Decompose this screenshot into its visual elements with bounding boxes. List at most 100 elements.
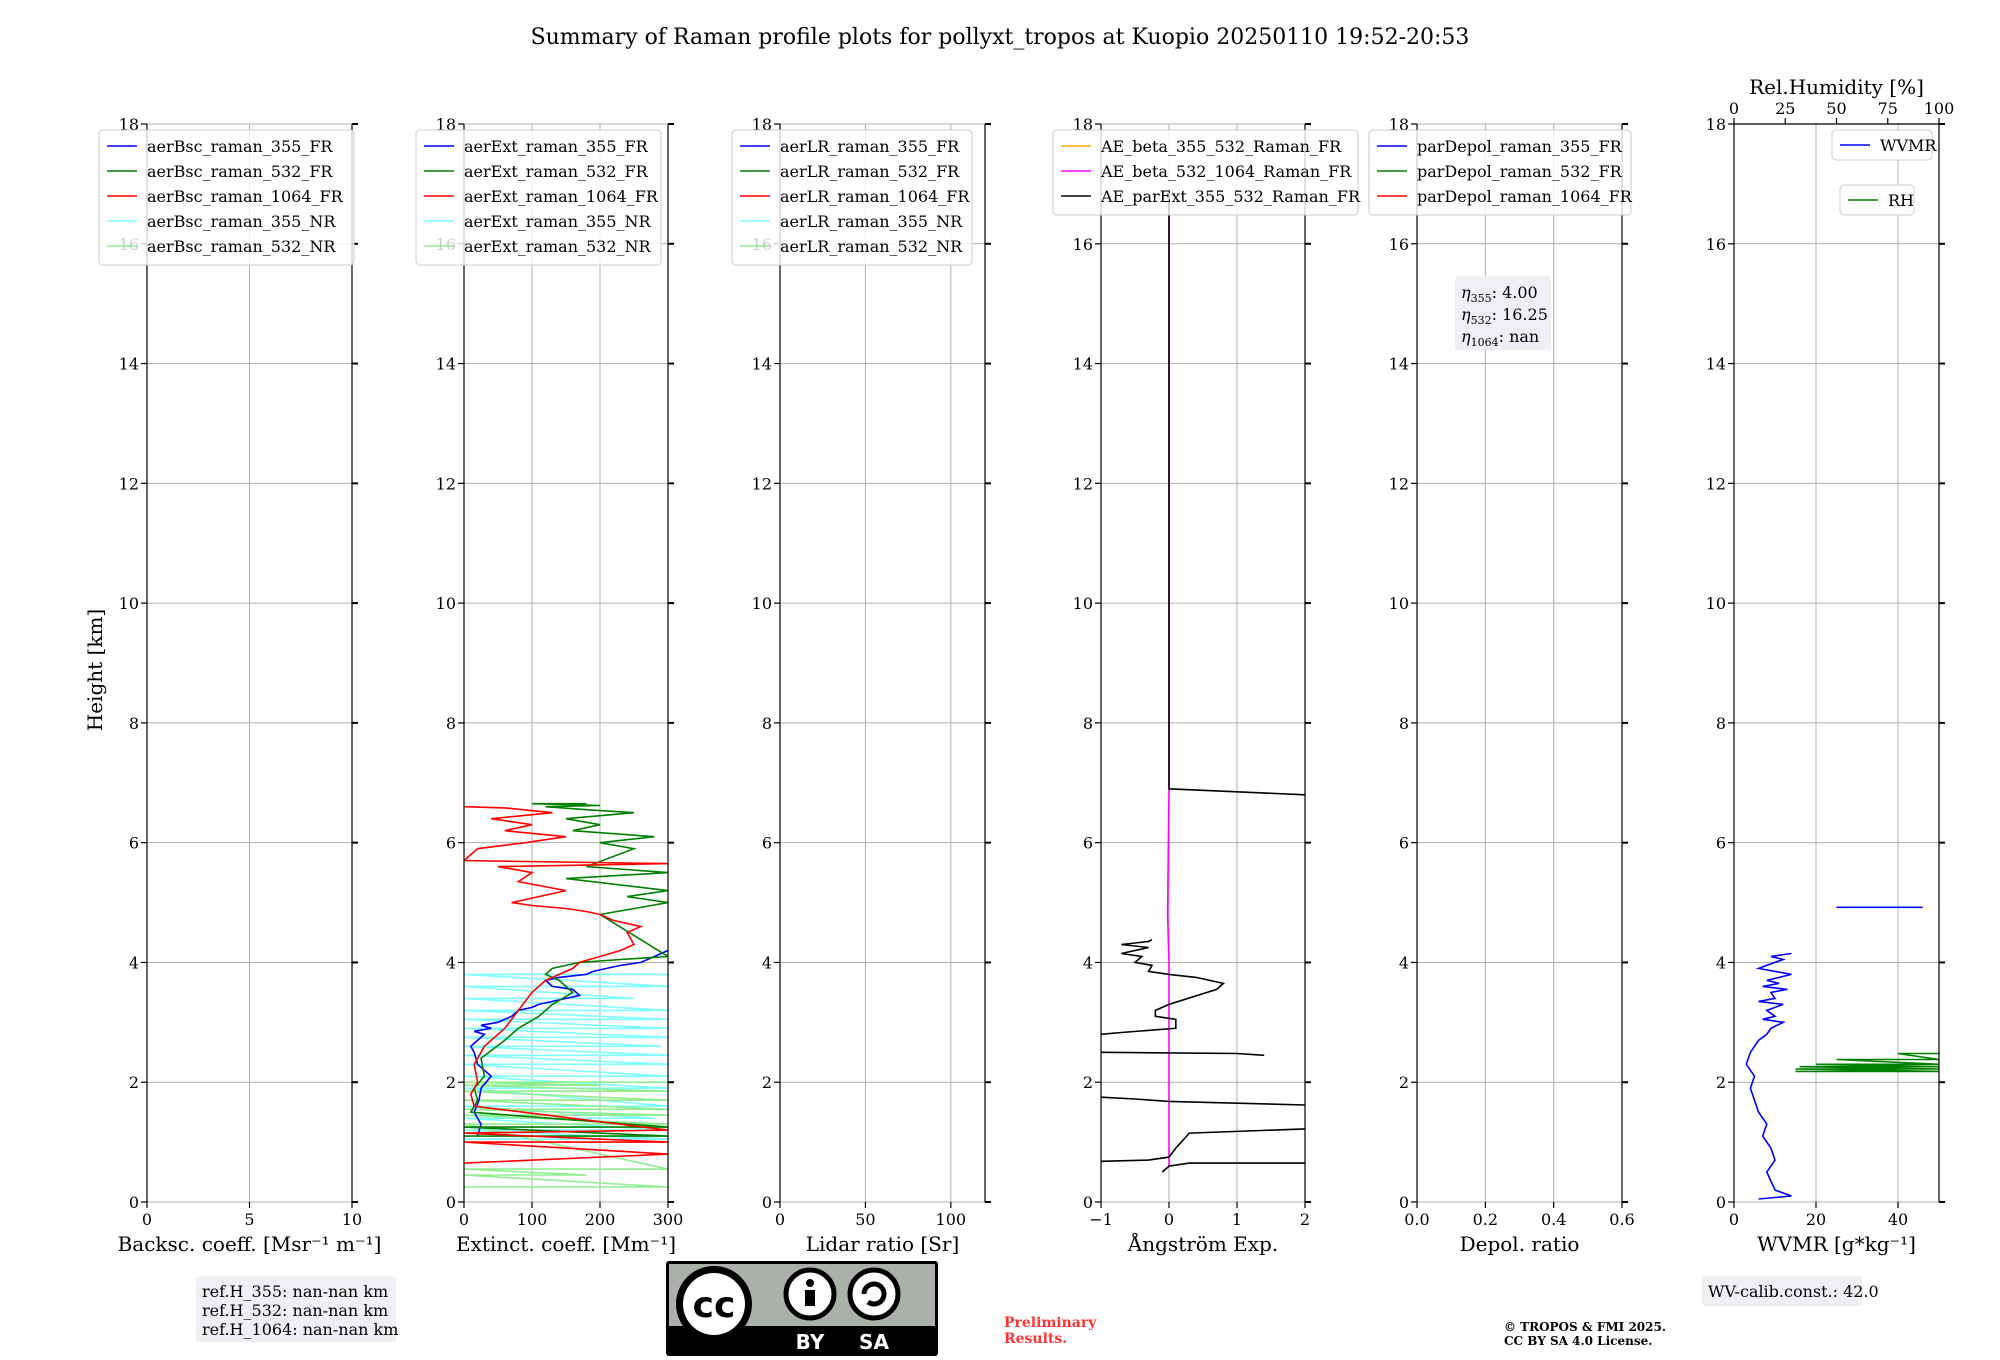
x-axis-label: Backsc. coeff. [Msr⁻¹ m⁻¹] [118,1232,382,1256]
legend-label: aerLR_raman_1064_FR [780,187,970,206]
ytick-label: 0 [1083,1193,1093,1212]
ytick-label: 8 [1716,714,1726,733]
by-label: BY [796,1330,825,1354]
top-xtick-label: 50 [1826,99,1846,118]
series-line [469,949,668,1137]
sa-icon [847,1267,901,1321]
ytick-label: 14 [1073,355,1093,374]
ytick-label: 4 [1716,953,1726,972]
copyright-line2: CC BY SA 4.0 License. [1504,1334,1652,1348]
preliminary-line1: Preliminary [1004,1315,1097,1331]
legend-box [1831,129,1933,161]
eta-355: η355: 4.00 [1461,283,1538,305]
legend-label: parDepol_raman_355_FR [1417,137,1623,156]
legend-label: aerLR_raman_355_FR [780,137,960,156]
ytick-label: 6 [446,834,456,853]
ytick-label: 16 [1073,235,1093,254]
legend-label: aerLR_raman_532_FR [780,162,960,181]
ytick-label: 8 [129,714,139,733]
series-line [1101,938,1226,1036]
x-axis-label: Ångström Exp. [1127,1231,1278,1256]
ytick-label: 6 [1399,834,1409,853]
legend-box [415,129,662,266]
ref-height-355: ref.H_355: nan-nan km [202,1282,388,1301]
series-line [464,802,668,1137]
series-line [464,1081,668,1188]
series-line [1101,1051,1265,1057]
legend-label: AE_beta_532_1064_Raman_FR [1100,162,1352,181]
legend-label: aerExt_raman_1064_FR [464,187,659,206]
ref-height-box: ref.H_355: nan-nan km ref.H_532: nan-nan… [196,1276,398,1342]
legend-label: aerExt_raman_532_FR [464,162,649,181]
xtick-label: 1 [1232,1210,1242,1229]
cc-circle-inner [683,1273,745,1335]
legend-box [1052,129,1359,216]
ytick-label: 14 [119,355,139,374]
legend-label: RH [1888,191,1914,210]
xtick-label: 0 [459,1210,469,1229]
legend-label: aerExt_raman_532_NR [464,237,652,256]
ytick-label: 12 [1389,474,1409,493]
top-xtick-label: 0 [1729,99,1739,118]
ytick-label: 12 [1073,474,1093,493]
ref-height-532: ref.H_532: nan-nan km [202,1301,388,1320]
legend-label: aerBsc_raman_1064_FR [147,187,344,206]
series-line [1795,1052,1939,1073]
legend-label: aerBsc_raman_532_NR [147,237,336,256]
legend-box [98,129,355,266]
eta-532: η532: 16.25 [1461,305,1548,327]
series-group [1101,189,1305,1173]
panel-depol: 0 2 4 6 8 10 12 14 16 18 0.0 0.2 0.4 0.6 Depol. ratio p… [1368,115,1635,1256]
legend-box [731,129,973,266]
ytick-label: 4 [129,953,139,972]
xtick-label: 300 [653,1210,684,1229]
xtick-label: 0.0 [1404,1210,1429,1229]
xtick-label: 50 [855,1210,875,1229]
ytick-label: 8 [446,714,456,733]
ytick-label: 2 [1083,1073,1093,1092]
eta-box-bg [1455,276,1551,350]
ytick-label: 18 [752,115,772,134]
legend-label: AE_beta_355_532_Raman_FR [1100,137,1342,156]
ytick-label: 10 [1389,594,1409,613]
ytick-label: 0 [1399,1193,1409,1212]
x-axis-label: Extinct. coeff. [Mm⁻¹] [456,1232,676,1256]
panel-extinction: 0246810121416180100200300Extinct. coeff.… [415,115,684,1256]
preliminary-line2: Results. [1004,1331,1067,1347]
ytick-label: 14 [436,355,456,374]
ytick-label: 12 [752,474,772,493]
legend-label: WVMR [1880,136,1937,155]
ref-height-1064: ref.H_1064: nan-nan km [202,1320,398,1339]
cc-logo-text: cc [693,1285,736,1326]
sa-label: SA [859,1330,889,1354]
eta-1064: η1064: nan [1461,327,1539,349]
legend-label: aerBsc_raman_355_FR [147,137,333,156]
ytick-label: 4 [762,953,772,972]
xtick-label: 100 [936,1210,967,1229]
ytick-label: 6 [1716,834,1726,853]
xtick-label: −1 [1089,1210,1113,1229]
legend-label: parDepol_raman_1064_FR [1417,187,1633,206]
copyright-line1: © TROPOS & FMI 2025. [1504,1320,1666,1334]
panel-backscatter: 0246810121416180510Backsc. coeff. [Msr⁻¹… [98,115,382,1256]
series-line [1161,1162,1305,1173]
legend-label: aerBsc_raman_532_FR [147,162,333,181]
ytick-label: 12 [1706,474,1726,493]
by-icon-head [806,1279,814,1287]
ytick-label: 16 [1389,235,1409,254]
xtick-label: 0 [1729,1210,1739,1229]
ytick-label: 10 [752,594,772,613]
ytick-label: 0 [129,1193,139,1212]
legend-box [1368,129,1632,216]
xtick-label: 0 [775,1210,785,1229]
ytick-label: 16 [1706,235,1726,254]
x-axis-label: WVMR [g*kg⁻¹] [1757,1232,1916,1256]
series-line [464,973,668,1140]
legend-label: AE_parExt_355_532_Raman_FR [1100,187,1361,206]
legend: AE_beta_355_532_Raman_FR AE_beta_532_1064… [1052,129,1361,216]
cc-license-badge: cc BY SA [666,1261,938,1356]
ytick-label: 2 [762,1073,772,1092]
xtick-label: 200 [585,1210,616,1229]
legend-label: aerLR_raman_355_NR [780,212,963,231]
figure-title: Summary of Raman profile plots for polly… [531,25,1470,50]
